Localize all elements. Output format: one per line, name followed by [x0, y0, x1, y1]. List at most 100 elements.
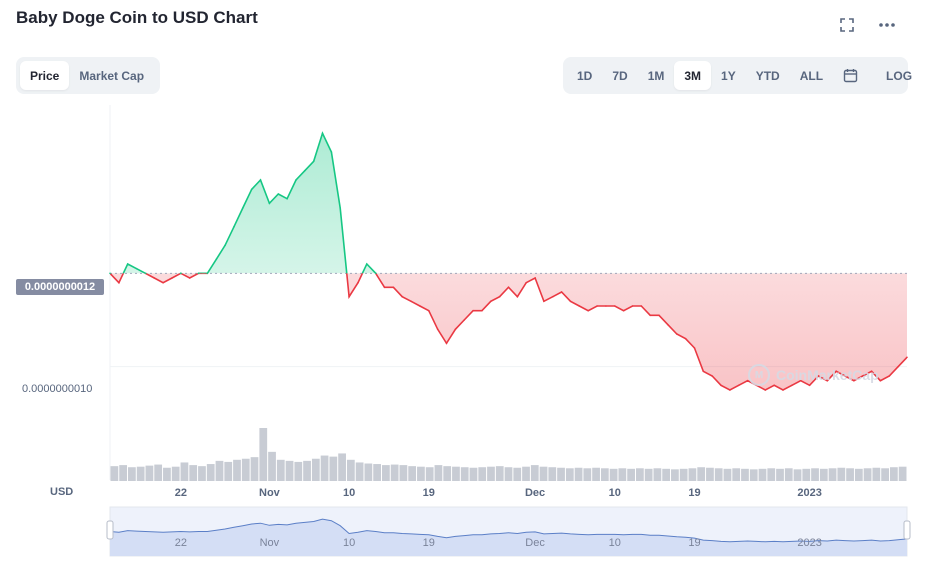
volume-bar — [635, 468, 644, 481]
navigator-tick-label: 10 — [608, 537, 621, 549]
price-point — [746, 379, 749, 382]
volume-bar — [119, 465, 128, 481]
volume-bar — [618, 468, 627, 481]
volume-bar — [714, 468, 723, 481]
volume-bar — [583, 468, 592, 481]
price-point — [215, 258, 218, 261]
volume-bar — [303, 460, 311, 481]
volume-bar — [408, 466, 417, 481]
volume-bar — [487, 466, 495, 481]
volume-bar — [688, 468, 697, 481]
volume-bar — [504, 467, 513, 481]
range-7d[interactable]: 7D — [612, 68, 628, 83]
range-1d[interactable]: 1D — [577, 68, 593, 83]
volume-bar — [189, 465, 198, 481]
log-scale-button[interactable]: LOG — [886, 68, 913, 83]
volume-bar — [259, 428, 268, 481]
price-point — [861, 375, 864, 377]
volume-bar — [268, 451, 276, 481]
volume-bar — [478, 467, 487, 481]
price-point — [436, 328, 439, 331]
price-point — [224, 244, 226, 247]
volume-bar — [837, 467, 846, 481]
range-3m[interactable]: 3M — [674, 61, 712, 90]
price-point — [667, 323, 669, 326]
price-point — [259, 179, 262, 181]
price-point — [357, 281, 359, 284]
price-point — [906, 356, 908, 359]
price-point — [286, 197, 288, 200]
navigator-tick-label: 19 — [422, 537, 435, 549]
range-1y[interactable]: 1Y — [721, 68, 736, 83]
price-point — [605, 305, 607, 307]
price-point — [383, 286, 386, 289]
volume-bar — [802, 468, 811, 481]
volume-bar — [609, 468, 618, 481]
volume-bar — [452, 466, 460, 481]
navigator-tick-label: Dec — [525, 537, 545, 549]
volume-bar — [338, 453, 346, 481]
price-point — [578, 305, 581, 307]
volume-bar — [819, 468, 828, 481]
volume-bar — [662, 468, 671, 481]
range-ytd[interactable]: YTD — [755, 68, 780, 83]
volume-bar — [390, 464, 399, 481]
volume-bar — [276, 459, 285, 481]
range-all[interactable]: ALL — [799, 68, 824, 83]
volume-bar — [163, 467, 171, 481]
volume-bar — [671, 469, 679, 481]
price-point — [366, 263, 368, 265]
price-point — [569, 300, 572, 303]
price-point — [428, 309, 430, 312]
tab-market-cap[interactable]: Market Cap — [79, 68, 145, 83]
range-toggle: 1D 7D 1M 3M 1Y YTD ALL LOG — [563, 57, 912, 94]
navigator-line — [109, 518, 908, 543]
price-point — [498, 295, 501, 298]
price-point — [587, 309, 589, 312]
volume-bar — [793, 469, 802, 481]
price-point — [304, 169, 306, 172]
price-point — [516, 295, 519, 298]
volume-bar — [854, 468, 863, 481]
range-1m[interactable]: 1M — [647, 68, 665, 83]
price-point — [808, 384, 811, 387]
price-point — [162, 281, 164, 284]
navigator-handle-right — [903, 520, 911, 540]
fullscreen-icon[interactable] — [836, 14, 858, 36]
price-point — [277, 193, 280, 195]
volume-bar — [495, 466, 504, 481]
volume-bar — [382, 465, 390, 481]
x-tick-label: 19 — [688, 487, 701, 499]
price-point — [773, 384, 775, 387]
volume-bar — [557, 467, 565, 481]
volume-bar — [145, 465, 154, 481]
price-point — [853, 379, 855, 382]
price-point — [410, 300, 412, 303]
watermark-text: CoinMarketCap — [776, 367, 879, 383]
navigator-handle-left — [106, 520, 114, 540]
price-point — [817, 375, 820, 377]
price-point — [472, 309, 474, 312]
volume-bar — [434, 465, 443, 481]
tab-price[interactable]: Price — [20, 61, 70, 90]
price-point — [206, 272, 209, 275]
price-point — [312, 160, 315, 163]
volume-bar — [653, 468, 662, 481]
price-point — [684, 337, 687, 340]
price-point — [118, 281, 120, 284]
more-icon[interactable] — [876, 14, 898, 36]
volume-bar — [828, 468, 837, 481]
price-point — [348, 295, 350, 298]
volume-bar — [530, 465, 539, 481]
volume-bar — [732, 468, 741, 481]
price-point — [268, 202, 271, 205]
calendar-icon[interactable] — [833, 61, 868, 90]
price-point — [374, 272, 377, 275]
price-point — [419, 305, 421, 307]
watermark: M CoinMarketCap — [748, 364, 879, 386]
price-point — [543, 300, 545, 303]
volume-bar — [697, 467, 706, 481]
volume-bar — [767, 468, 776, 481]
price-point — [144, 272, 147, 275]
volume-bar — [425, 467, 434, 481]
